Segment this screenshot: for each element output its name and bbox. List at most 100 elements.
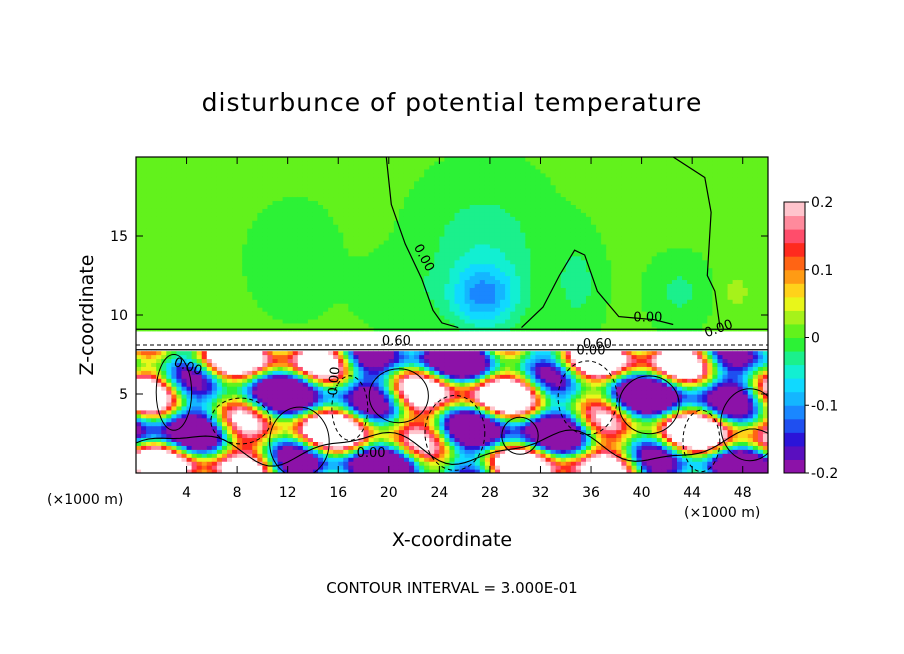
- field-cell: [343, 295, 349, 300]
- field-cell: [312, 212, 319, 217]
- field-cell: [171, 232, 178, 237]
- field-cell: [388, 283, 395, 288]
- field-cell: [323, 409, 329, 415]
- field-cell: [439, 453, 446, 458]
- field-cell: [323, 386, 329, 391]
- field-cell: [282, 283, 289, 288]
- field-cell: [176, 160, 183, 166]
- field-cell: [434, 390, 440, 395]
- field-cell: [211, 247, 218, 253]
- field-cell: [171, 366, 178, 371]
- field-cell: [257, 263, 263, 269]
- field-cell: [141, 172, 147, 178]
- field-cell: [348, 366, 355, 371]
- field-cell: [449, 378, 456, 383]
- field-cell: [176, 350, 183, 356]
- field-cell: [409, 445, 415, 450]
- field-cell: [151, 307, 157, 312]
- field-cell: [353, 366, 360, 371]
- field-cell: [166, 259, 172, 265]
- field-cell: [232, 232, 238, 237]
- field-cell: [414, 461, 420, 466]
- field-cell: [227, 176, 233, 182]
- field-cell: [136, 287, 142, 292]
- field-cell: [414, 180, 420, 186]
- field-cell: [302, 421, 309, 427]
- field-cell: [429, 311, 435, 316]
- field-cell: [262, 307, 269, 312]
- field-cell: [419, 457, 425, 462]
- field-cell: [338, 255, 344, 261]
- field-cell: [247, 378, 253, 383]
- field-cell: [439, 224, 446, 229]
- field-cell: [403, 160, 410, 166]
- field-cell: [409, 228, 415, 233]
- field-cell: [252, 236, 258, 241]
- field-cell: [277, 390, 284, 395]
- field-cell: [282, 441, 289, 446]
- field-cell: [338, 469, 344, 473]
- field-cell: [403, 307, 410, 312]
- field-cell: [434, 200, 440, 205]
- field-cell: [424, 303, 430, 308]
- field-cell: [257, 188, 263, 194]
- field-cell: [373, 184, 380, 190]
- field-cell: [191, 307, 198, 312]
- field-cell: [151, 469, 157, 473]
- field-cell: [328, 228, 334, 233]
- field-cell: [393, 243, 400, 249]
- field-cell: [272, 160, 279, 166]
- field-cell: [166, 263, 172, 269]
- field-cell: [196, 346, 203, 352]
- field-cell: [414, 441, 420, 446]
- field-cell: [201, 350, 208, 356]
- field-cell: [388, 378, 395, 383]
- field-cell: [403, 322, 410, 328]
- field-cell: [414, 299, 420, 304]
- field-cell: [318, 224, 324, 229]
- field-cell: [378, 378, 385, 383]
- field-cell: [373, 311, 380, 316]
- field-cell: [363, 401, 370, 407]
- field-cell: [146, 315, 152, 320]
- field-cell: [211, 192, 218, 198]
- field-cell: [206, 259, 213, 265]
- field-cell: [403, 429, 410, 435]
- field-cell: [318, 469, 324, 473]
- field-cell: [363, 157, 370, 162]
- field-cell: [257, 366, 263, 371]
- field-cell: [166, 236, 172, 241]
- field-cell: [211, 445, 218, 450]
- field-cell: [383, 401, 390, 407]
- field-cell: [186, 271, 193, 277]
- field-cell: [151, 275, 157, 281]
- field-cell: [444, 228, 451, 233]
- field-cell: [206, 299, 213, 304]
- field-cell: [439, 271, 446, 277]
- field-cell: [297, 275, 304, 281]
- field-cell: [221, 271, 228, 277]
- field-cell: [358, 220, 365, 225]
- field-cell: [292, 441, 299, 446]
- field-cell: [191, 394, 198, 399]
- field-cell: [141, 457, 147, 462]
- field-cell: [221, 255, 228, 261]
- field-cell: [414, 168, 420, 174]
- field-cell: [338, 330, 344, 336]
- field-cell: [287, 374, 294, 379]
- field-cell: [434, 176, 440, 182]
- field-cell: [424, 394, 430, 399]
- field-cell: [206, 208, 213, 213]
- field-cell: [232, 212, 238, 217]
- field-cell: [297, 307, 304, 312]
- field-cell: [176, 469, 183, 473]
- field-cell: [338, 216, 344, 221]
- field-cell: [191, 382, 198, 387]
- field-cell: [424, 200, 430, 205]
- field-cell: [237, 255, 243, 261]
- field-cell: [186, 176, 193, 182]
- field-cell: [424, 429, 430, 435]
- field-cell: [312, 275, 319, 281]
- field-cell: [297, 299, 304, 304]
- field-cell: [439, 287, 446, 292]
